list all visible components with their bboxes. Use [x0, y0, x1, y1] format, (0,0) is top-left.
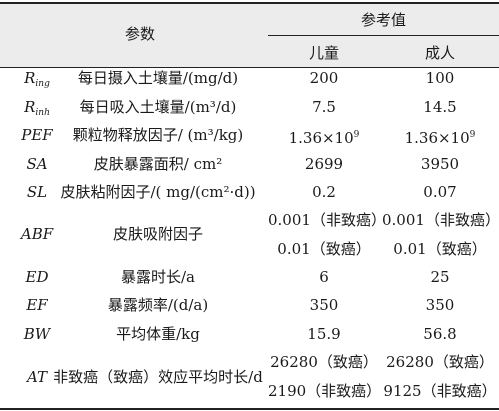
- row-child-value-line1: 0.001（非致癌）: [268, 211, 386, 229]
- value-base: 1.36×10: [288, 129, 354, 147]
- row-adult-value-line2: 9125（非致癌）: [383, 382, 497, 400]
- row-child-value-line2: 2190（非致癌）: [268, 382, 382, 400]
- symbol-subscript: ing: [35, 79, 50, 89]
- row-description: 颗粒物释放因子/ (m³/kg): [72, 126, 244, 144]
- row-child-value: 0.2: [312, 183, 336, 201]
- row-adult-value: 350: [425, 296, 455, 314]
- row-child-value: 6: [319, 268, 329, 286]
- row-description: 暴露时长/a: [121, 268, 195, 286]
- row-symbol: EF: [26, 296, 48, 314]
- row-child-value: 200: [309, 69, 339, 87]
- row-adult-value-line2: 0.01（致癌）: [393, 240, 487, 258]
- row-symbol: AT: [26, 368, 48, 386]
- row-symbol: BW: [23, 325, 51, 343]
- row-adult-value: 14.5: [423, 98, 457, 116]
- row-symbol: SA: [26, 155, 48, 173]
- row-adult-value-line1: 26280（致癌）: [386, 353, 494, 371]
- row-adult-value: 25: [430, 268, 450, 286]
- value-exponent: 9: [353, 130, 360, 140]
- header-adult: 成人: [424, 44, 455, 62]
- row-adult-value: 0.07: [423, 183, 457, 201]
- row-adult-value: 1.36×109: [382, 126, 498, 147]
- header-reference: 参考值: [360, 11, 406, 29]
- value-base: 1.36×10: [404, 129, 470, 147]
- header-mid-rule: [268, 35, 499, 36]
- row-symbol: SL: [26, 183, 48, 201]
- row-description: 平均体重/kg: [116, 325, 200, 343]
- row-child-value: 350: [309, 296, 339, 314]
- row-description: 暴露频率/(d/a): [107, 296, 209, 314]
- row-symbol: ED: [25, 268, 49, 286]
- header-bottom-rule: [0, 67, 499, 68]
- row-child-value: 15.9: [307, 325, 341, 343]
- row-adult-value-line1: 0.001（非致癌）: [382, 211, 499, 229]
- symbol-main: R: [24, 98, 36, 116]
- row-symbol: PEF: [21, 126, 53, 144]
- header-param: 参数: [124, 25, 155, 43]
- symbol-main: R: [24, 69, 36, 87]
- row-description: 非致癌（致癌）效应平均时长/d: [53, 368, 263, 386]
- row-child-value: 2699: [304, 155, 344, 173]
- row-adult-value: 3950: [420, 155, 460, 173]
- row-description: 皮肤暴露面积/ cm²: [93, 155, 223, 173]
- row-symbol: Ring: [8, 69, 66, 93]
- value-exponent: 9: [469, 130, 476, 140]
- bottom-rule: [0, 408, 499, 410]
- row-description: 皮肤粘附因子/( mg/(cm²·d)): [60, 183, 256, 201]
- row-symbol: ABF: [20, 225, 54, 243]
- symbol-subscript: inh: [35, 108, 50, 118]
- header-child: 儿童: [308, 44, 339, 62]
- top-rule: [0, 2, 499, 4]
- row-adult-value: 56.8: [423, 325, 457, 343]
- row-description: 每日摄入土壤量/(mg/d): [77, 69, 239, 87]
- row-child-value-line1: 26280（致癌）: [270, 353, 378, 371]
- row-child-value: 1.36×109: [268, 126, 380, 147]
- row-description: 每日吸入土壤量/(m³/d): [79, 98, 237, 116]
- row-adult-value: 100: [425, 69, 455, 87]
- row-child-value-line2: 0.01（致癌）: [277, 240, 371, 258]
- row-symbol: Rinh: [8, 98, 66, 122]
- row-child-value: 7.5: [312, 98, 336, 116]
- row-description: 皮肤吸附因子: [112, 225, 203, 243]
